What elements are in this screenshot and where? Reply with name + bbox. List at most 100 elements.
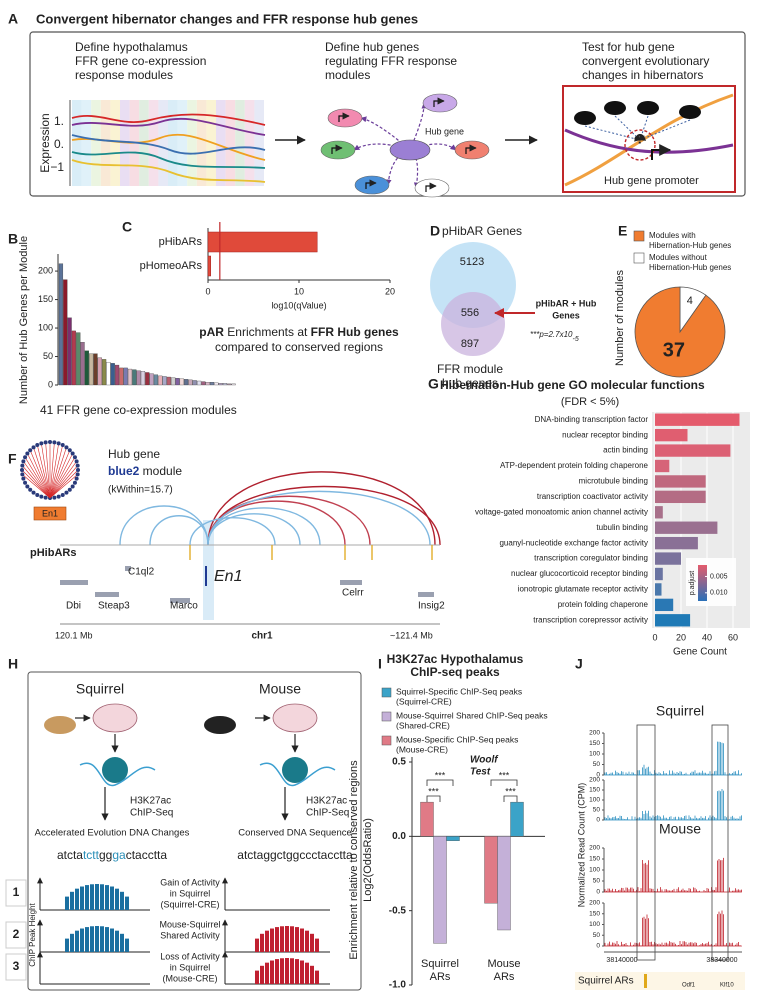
gene-node bbox=[354, 175, 390, 195]
gene-label: Celrr bbox=[342, 588, 364, 599]
track-tick-label: 100 bbox=[589, 867, 600, 874]
network-node bbox=[72, 480, 77, 485]
expression-curve bbox=[71, 113, 266, 126]
category-label: pHomeoARs bbox=[140, 260, 203, 272]
gene-label: Steap3 bbox=[98, 601, 130, 612]
p-value: ***p=2.7x10-5 bbox=[530, 330, 579, 343]
category-label: ARs bbox=[430, 971, 451, 983]
overlap-label: Genes bbox=[552, 310, 580, 320]
bar bbox=[71, 330, 76, 386]
bar bbox=[227, 383, 232, 386]
row-label: in Squirrel bbox=[170, 888, 211, 898]
step-text: Define hub genes bbox=[325, 40, 419, 54]
expression-curve bbox=[71, 159, 266, 183]
gene-node bbox=[327, 108, 363, 128]
track-tick-label: 200 bbox=[589, 900, 600, 907]
bar bbox=[158, 375, 163, 386]
module-band bbox=[81, 100, 92, 186]
bar bbox=[93, 353, 98, 386]
peak-bar bbox=[105, 927, 109, 952]
peak-bar bbox=[75, 930, 79, 952]
peak-bar bbox=[120, 933, 124, 952]
venn-count: 556 bbox=[461, 307, 479, 319]
network-node bbox=[70, 451, 75, 456]
chart-title: Hibernation-Hub gene GO molecular functi… bbox=[440, 378, 705, 392]
bar bbox=[209, 382, 215, 386]
category-label: nuclear glucocorticoid receptor binding bbox=[511, 569, 648, 578]
coexpression-edge bbox=[21, 469, 51, 499]
row-box bbox=[5, 921, 27, 949]
peak-bar bbox=[115, 930, 119, 952]
conserved-label: Conserved DNA Sequence bbox=[238, 828, 352, 839]
category-label: microtubule binding bbox=[579, 477, 648, 486]
y-tick-label: 0.0 bbox=[392, 831, 406, 842]
legend-label: Modules without bbox=[649, 253, 708, 262]
bar bbox=[655, 490, 706, 504]
bar bbox=[179, 378, 184, 386]
region-highlight bbox=[636, 724, 656, 961]
hub-badge-label: En1 bbox=[42, 508, 58, 518]
peak-bar bbox=[80, 928, 84, 952]
panel-label: F bbox=[8, 451, 17, 467]
x-tick-label: 0 bbox=[652, 632, 657, 642]
bar bbox=[110, 363, 115, 386]
coexpression-edge bbox=[22, 474, 51, 499]
interaction-arc bbox=[207, 500, 346, 546]
legend-label: Mouse-Squirrel Shared ChIP-Seq peaks bbox=[396, 710, 548, 720]
panel-label: J bbox=[575, 656, 583, 672]
coexpression-edge bbox=[45, 442, 51, 499]
bar bbox=[80, 342, 85, 386]
legend-label: (Squirrel-CRE) bbox=[396, 696, 452, 706]
network-node bbox=[23, 455, 28, 460]
row-label: Loss of Activity bbox=[160, 951, 220, 961]
track-tick-label: 150 bbox=[589, 787, 600, 794]
peak-bar bbox=[65, 938, 69, 952]
row-label: Gain of Activity bbox=[160, 877, 220, 887]
panel-box bbox=[29, 31, 746, 197]
network-node bbox=[75, 463, 80, 468]
track-tick-label: 200 bbox=[589, 730, 600, 737]
value-label: 37 bbox=[663, 340, 685, 362]
bar bbox=[655, 552, 681, 565]
region-highlight bbox=[711, 724, 729, 961]
module-band bbox=[244, 100, 255, 186]
network-node bbox=[72, 455, 77, 460]
category-label: transcription coregulator binding bbox=[534, 554, 648, 563]
species-label: Squirrel bbox=[656, 703, 704, 719]
en1-highlight bbox=[203, 520, 214, 620]
peak-bar bbox=[300, 960, 304, 984]
row-box bbox=[5, 953, 27, 981]
step-text: response modules bbox=[75, 68, 173, 82]
step-text: regulating FFR response bbox=[325, 54, 457, 68]
annotation: Test bbox=[470, 767, 491, 778]
animal-icon bbox=[204, 716, 236, 734]
kwithin-label: (kWithin=15.7) bbox=[108, 485, 173, 496]
bar bbox=[207, 255, 211, 277]
network-node bbox=[76, 468, 80, 472]
significance-bracket bbox=[503, 795, 518, 802]
module-band bbox=[148, 100, 159, 186]
peak-bar bbox=[70, 891, 74, 910]
module-band bbox=[196, 100, 207, 186]
module-band bbox=[91, 100, 101, 186]
caption-part: pAR bbox=[199, 325, 224, 339]
panel-label: G bbox=[428, 376, 439, 392]
bar bbox=[188, 379, 193, 386]
peak-bar bbox=[270, 928, 274, 952]
network-node bbox=[60, 443, 65, 448]
coexpression-edge bbox=[33, 447, 51, 499]
network-node bbox=[20, 463, 25, 468]
step-text: convergent evolutionary bbox=[582, 54, 709, 68]
bar bbox=[214, 382, 219, 386]
venn-label: FFR module bbox=[437, 362, 503, 376]
peak-bar bbox=[100, 884, 104, 910]
network-node bbox=[64, 445, 69, 450]
y-tick-label: 100 bbox=[38, 322, 53, 332]
bar bbox=[175, 378, 180, 386]
track-tick-label: 50 bbox=[593, 807, 601, 814]
convergence-arrow bbox=[614, 115, 641, 141]
bar bbox=[655, 459, 670, 473]
nucleosome-icon bbox=[102, 757, 128, 783]
colorbar bbox=[698, 565, 707, 601]
coexpression-edge bbox=[24, 457, 51, 499]
